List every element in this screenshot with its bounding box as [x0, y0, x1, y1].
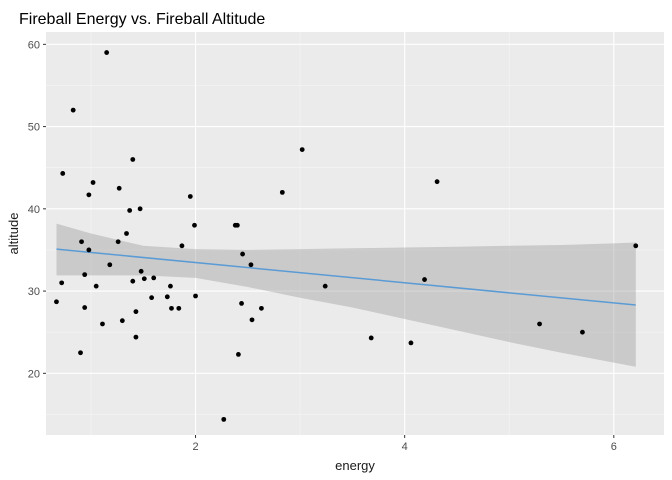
x-axis-title: energy: [335, 458, 375, 473]
data-points: [54, 50, 639, 422]
data-point: [248, 262, 254, 268]
data-point: [192, 222, 197, 228]
trend-line: [56, 248, 636, 306]
y-tick-label: 50: [28, 122, 40, 134]
y-tick-label: 60: [28, 39, 40, 51]
data-point: [90, 180, 96, 185]
data-point: [149, 295, 155, 301]
y-tick-label: 30: [28, 286, 40, 298]
data-point: [130, 157, 136, 162]
data-point: [70, 107, 76, 113]
y-axis-title: altitude: [6, 213, 21, 255]
data-point: [580, 329, 585, 335]
data-point: [422, 277, 427, 282]
data-point: [169, 305, 174, 311]
data-point: [137, 206, 143, 212]
x-tick-label: 4: [402, 441, 408, 453]
data-point: [537, 321, 542, 327]
data-point: [60, 171, 66, 176]
data-point: [86, 247, 92, 253]
data-point: [78, 350, 83, 356]
data-point: [82, 272, 88, 278]
data-point: [236, 352, 241, 357]
data-point: [234, 222, 240, 228]
x-tick-label: 2: [192, 441, 198, 453]
data-point: [119, 318, 125, 324]
data-point: [86, 192, 92, 198]
data-point: [141, 276, 147, 282]
grid-minor: [46, 32, 664, 435]
grid-major: [46, 32, 664, 435]
data-point: [279, 189, 285, 195]
data-point: [434, 179, 440, 185]
data-point: [54, 299, 59, 305]
data-point: [151, 275, 157, 281]
data-point: [124, 231, 129, 236]
data-point: [133, 309, 139, 315]
data-point: [82, 305, 88, 310]
data-point: [107, 262, 113, 268]
data-point: [116, 185, 122, 191]
data-point: [193, 293, 198, 299]
data-point: [168, 283, 173, 289]
data-point: [249, 317, 255, 323]
data-point: [259, 305, 264, 311]
data-point: [239, 301, 244, 306]
data-point: [59, 280, 65, 286]
y-tick-label: 40: [28, 204, 40, 216]
x-axis-ticks: 2 4 6: [192, 435, 617, 453]
data-point: [408, 340, 414, 346]
y-axis-ticks: 20 30 40 50 60: [28, 39, 46, 380]
data-point: [633, 243, 639, 249]
data-point: [104, 50, 110, 55]
data-point: [221, 416, 227, 422]
data-point: [93, 283, 99, 289]
data-point: [176, 305, 182, 311]
data-point: [368, 335, 374, 341]
data-point: [127, 208, 133, 213]
confidence-band: [56, 223, 636, 367]
chart-title: Fireball Energy vs. Fireball Altitude: [19, 11, 265, 28]
plot-panel: [46, 32, 664, 435]
data-point: [179, 243, 185, 249]
data-point: [299, 147, 305, 153]
data-point: [322, 283, 328, 289]
data-point: [79, 239, 84, 245]
y-tick-label: 20: [28, 368, 40, 380]
x-tick-label: 6: [611, 441, 617, 453]
data-point: [133, 334, 139, 340]
data-point: [115, 239, 121, 245]
data-point: [100, 321, 105, 327]
data-point: [164, 294, 170, 300]
data-point: [130, 278, 136, 284]
data-point: [187, 194, 193, 199]
data-point: [240, 251, 245, 257]
data-point: [138, 268, 144, 274]
